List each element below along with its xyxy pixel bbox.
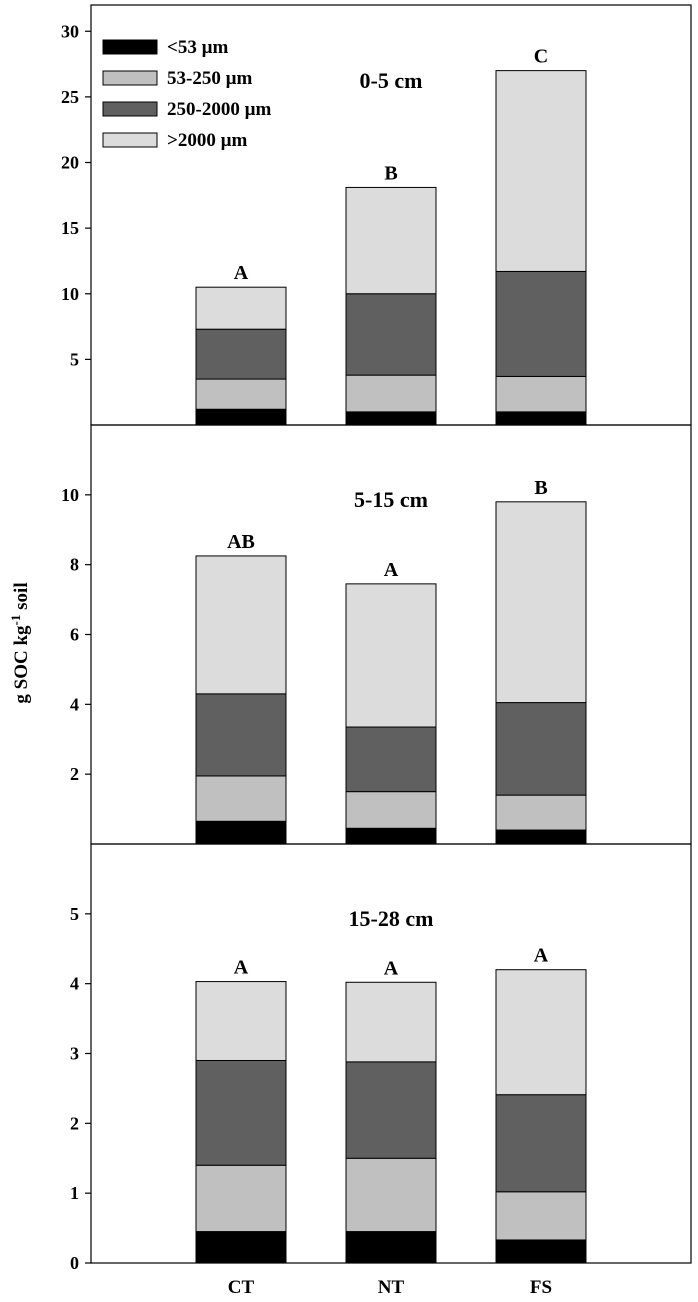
x-category-label: NT [378,1277,405,1298]
x-category-label: FS [530,1277,552,1298]
bar-segment-4 [495,70,587,272]
y-tick-label: 30 [61,21,79,41]
legend-label: 53-250 µm [167,68,253,89]
legend-swatch [102,39,158,55]
bar-segment-1 [495,1239,587,1264]
bar-segment-3 [195,693,287,777]
y-tick-label: 10 [61,284,79,304]
y-axis-label-main: g SOC kg [11,625,32,704]
significance-label: AB [227,531,255,553]
bar-segment-3 [345,293,437,376]
significance-label: B [534,477,547,499]
bar-segment-4 [345,583,437,728]
y-tick-label: 2 [70,1113,79,1133]
bar-segment-2 [495,1191,587,1241]
bar-segment-2 [345,791,437,829]
bar-segment-3 [195,328,287,380]
bar-segment-1 [195,408,287,426]
panel-1: 5 10 15 20 25 30 A B C 0-5 cm [61,4,692,426]
y-tick-label: 8 [70,555,79,575]
bar-stack-fs [495,501,587,845]
legend-label: >2000 µm [167,130,248,151]
bar-segment-1 [195,1231,287,1264]
bar-stack-ct [195,555,287,845]
bar-segment-2 [195,775,287,822]
significance-label: A [534,945,549,967]
bar-segment-4 [345,186,437,295]
panel-3: 0 1 2 3 4 5 A A A 15-28 cm [70,843,692,1273]
bar-segment-1 [345,1231,437,1264]
bar-segment-3 [495,702,587,796]
bar-stack-nt [345,981,437,1264]
bar-segment-3 [345,1061,437,1159]
y-tick-label: 10 [61,485,79,505]
y-tick-label: 5 [70,349,79,369]
bar-segment-3 [345,726,437,793]
bar-segment-2 [495,794,587,831]
bar-stack-fs [495,70,587,426]
bar-stack-nt [345,186,437,426]
bar-stack-nt [345,583,437,845]
y-tick-label: 3 [70,1044,79,1064]
bar-segment-3 [495,270,587,377]
significance-label: A [384,559,399,581]
y-tick-label: 20 [61,153,79,173]
bar-segment-3 [195,1059,287,1166]
y-tick-label: 25 [61,87,79,107]
significance-label: B [384,162,397,184]
y-tick-label: 6 [70,625,79,645]
bar-segment-1 [195,820,287,845]
y-tick-label: 4 [70,694,79,714]
bar-segment-2 [195,1164,287,1233]
bar-segment-2 [345,374,437,413]
y-axis-label-tail: soil [11,582,32,614]
y-tick-label: 2 [70,764,79,784]
bar-stack-ct [195,981,287,1264]
bar-segment-4 [495,501,587,704]
significance-label: A [234,957,249,979]
bar-segment-4 [195,981,287,1061]
bar-segment-4 [195,555,287,695]
significance-label: C [534,46,548,68]
legend-swatch [102,132,158,148]
y-tick-label: 5 [70,904,79,924]
bar-segment-1 [345,411,437,426]
bar-segment-3 [495,1094,587,1193]
bar-segment-2 [495,375,587,413]
y-tick-label: 4 [70,974,79,994]
y-tick-label: 15 [61,218,79,238]
legend: <53 µm 53-250 µm 250-2000 µm >2000 µm [102,37,272,151]
significance-label: A [234,262,249,284]
bar-segment-1 [495,411,587,426]
bar-segment-4 [345,981,437,1063]
bar-segment-4 [495,969,587,1096]
legend-label: <53 µm [167,37,229,58]
depth-label: 15-28 cm [349,906,434,931]
bar-stack-ct [195,286,287,426]
y-axis-label: g SOC kg-1 soil [8,582,32,703]
bar-segment-1 [495,829,587,845]
y-axis-label-sup: -1 [8,615,23,626]
depth-label: 5-15 cm [354,487,428,512]
significance-label: A [384,957,399,979]
legend-swatch [102,70,158,86]
bar-segment-1 [345,827,437,845]
x-category-label: CT [228,1277,255,1298]
legend-swatch [102,101,158,117]
depth-label: 0-5 cm [360,68,423,93]
bar-segment-4 [195,286,287,330]
y-tick-label: 0 [70,1253,79,1273]
y-tick-label: 1 [70,1183,79,1203]
bar-segment-2 [195,378,287,410]
legend-label: 250-2000 µm [167,99,272,120]
bar-stack-fs [495,969,587,1264]
bar-segment-2 [345,1157,437,1233]
x-axis-categories: CT NT FS [228,1277,552,1298]
